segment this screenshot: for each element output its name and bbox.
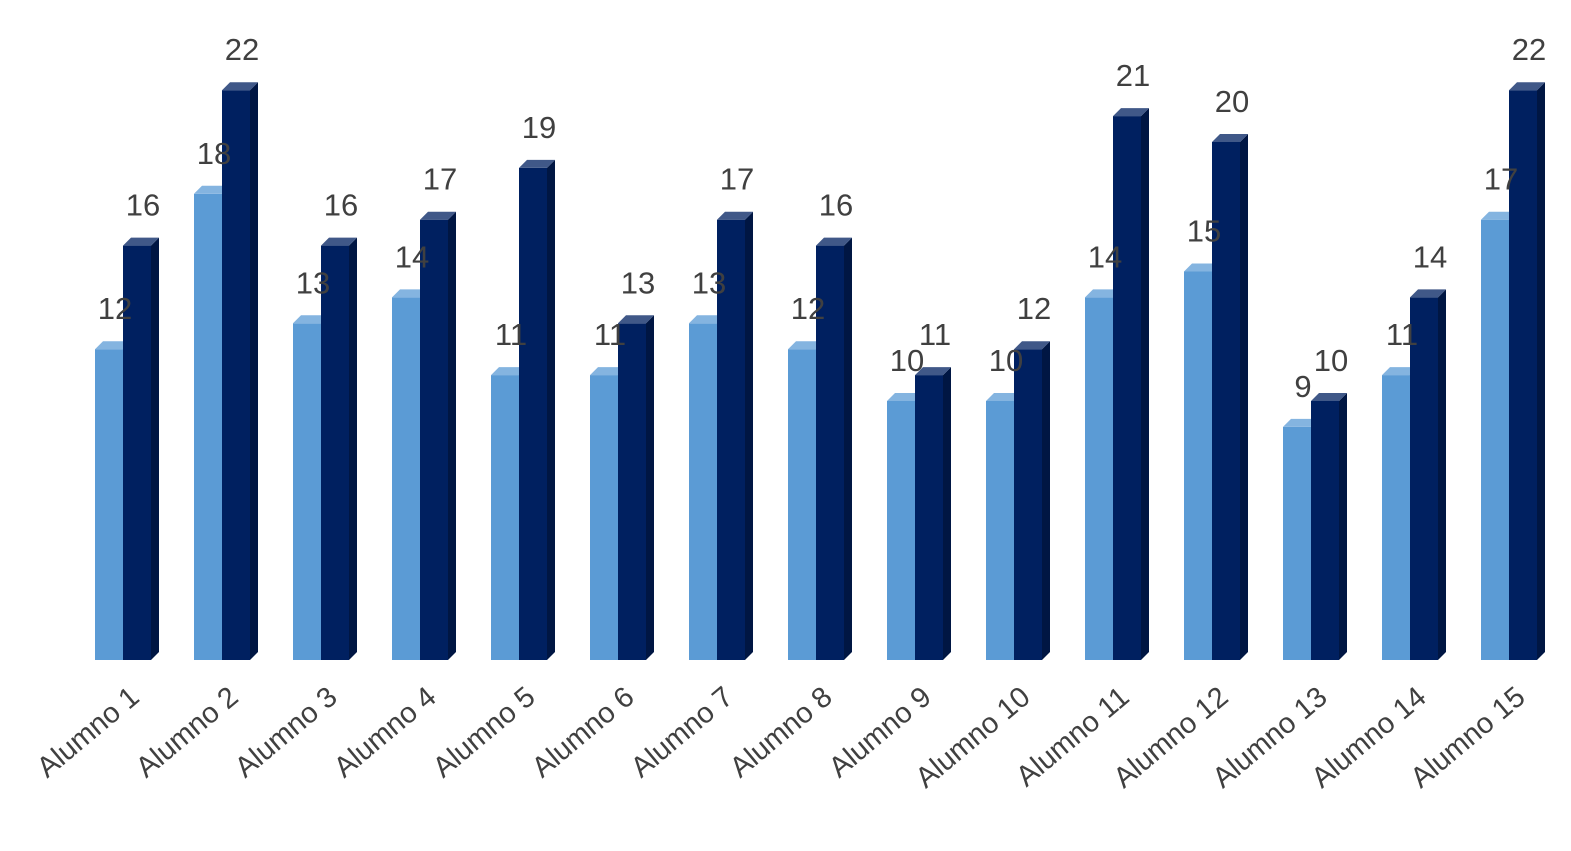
bar-dark-12 [1212, 134, 1248, 660]
data-label-s2-8: 16 [819, 188, 853, 223]
x-tick-label-4: Alumno 4 [328, 681, 442, 784]
x-tick-label-8: Alumno 8 [724, 681, 838, 784]
x-tick-label-1: Alumno 1 [31, 681, 145, 784]
bar-dark-5 [519, 159, 555, 660]
data-label-s2-6: 13 [621, 265, 655, 300]
data-label-s2-15: 22 [1512, 32, 1546, 67]
bar-dark-7 [717, 211, 753, 660]
data-label-s2-10: 12 [1017, 291, 1051, 326]
bar-dark-11 [1113, 108, 1149, 661]
bar-dark-13 [1311, 393, 1347, 660]
data-label-s2-5: 19 [522, 110, 556, 145]
bar-dark-3 [321, 237, 357, 660]
data-label-s2-14: 14 [1413, 239, 1447, 274]
data-label-s1-10: 10 [989, 343, 1023, 378]
data-label-s2-3: 16 [324, 188, 358, 223]
data-label-s2-12: 20 [1215, 84, 1249, 119]
bars-layer [95, 82, 1545, 661]
data-label-s2-11: 21 [1116, 58, 1150, 93]
bar-dark-6 [618, 315, 654, 660]
bar-dark-2 [222, 82, 258, 660]
x-tick-label-3: Alumno 3 [229, 681, 343, 784]
data-label-s1-6: 11 [594, 317, 626, 352]
data-label-s2-4: 17 [423, 162, 457, 197]
bar-dark-9 [915, 367, 951, 660]
bar-dark-10 [1014, 341, 1050, 660]
x-tick-label-7: Alumno 7 [625, 681, 739, 784]
x-tick-label-5: Alumno 5 [427, 681, 541, 784]
data-label-s1-13: 9 [1294, 369, 1311, 404]
data-label-s2-2: 22 [225, 32, 259, 67]
data-label-s2-1: 16 [126, 188, 160, 223]
data-label-s2-13: 10 [1314, 343, 1348, 378]
data-label-s1-2: 18 [197, 136, 231, 171]
x-tick-label-6: Alumno 6 [526, 681, 640, 784]
data-label-s1-11: 14 [1088, 239, 1122, 274]
data-label-s1-1: 12 [98, 291, 132, 326]
bar-dark-8 [816, 237, 852, 660]
data-label-s1-3: 13 [296, 265, 330, 300]
bar-dark-14 [1410, 289, 1446, 660]
data-label-s1-7: 13 [692, 265, 726, 300]
bar-dark-1 [123, 237, 159, 660]
data-label-s1-5: 11 [495, 317, 527, 352]
bar-dark-15 [1509, 82, 1545, 660]
data-label-s1-14: 11 [1386, 317, 1418, 352]
data-label-s1-15: 17 [1484, 162, 1518, 197]
bar-dark-4 [420, 211, 456, 660]
data-label-s1-4: 14 [395, 239, 429, 274]
data-label-s1-12: 15 [1187, 214, 1221, 249]
data-label-s1-9: 10 [890, 343, 924, 378]
x-tick-label-2: Alumno 2 [130, 681, 244, 784]
data-label-s2-9: 11 [919, 317, 951, 352]
data-label-s1-8: 12 [791, 291, 825, 326]
data-label-s2-7: 17 [720, 162, 754, 197]
